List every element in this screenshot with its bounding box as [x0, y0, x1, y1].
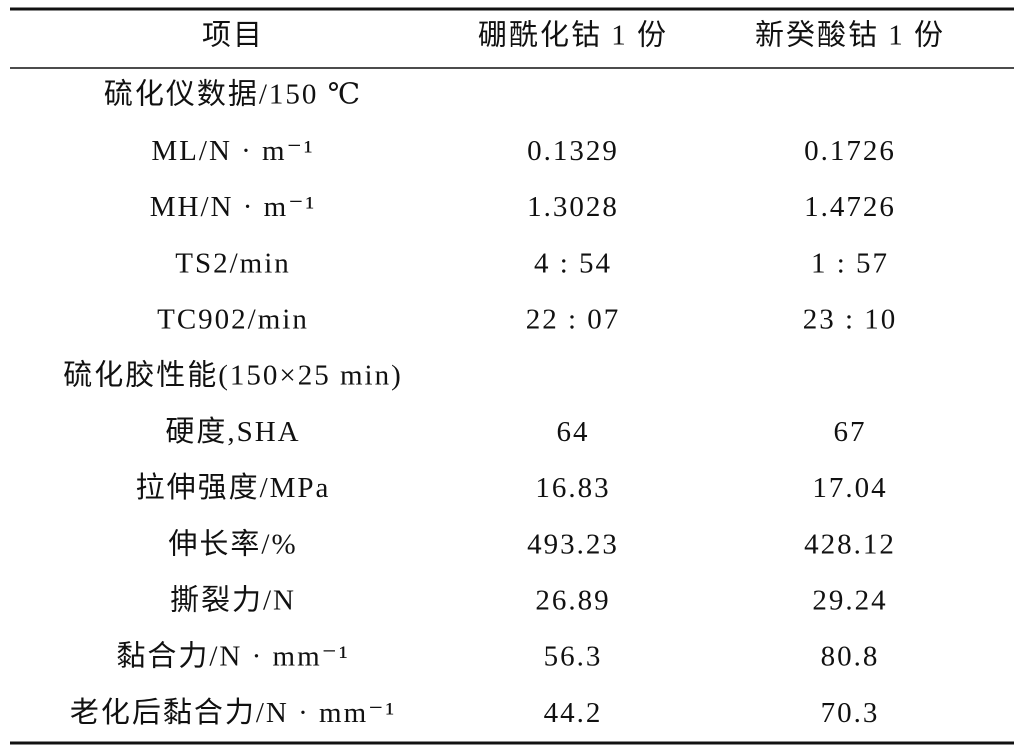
table-cell: 428.12	[804, 528, 896, 560]
table-cell: 16.83	[535, 472, 610, 504]
header-cell: 项目	[202, 20, 264, 52]
table-cell: 17.04	[812, 472, 887, 504]
header-cell: 新癸酸钴 1 份	[755, 19, 945, 52]
table-cell: 0.1726	[804, 135, 896, 167]
table-cell: 4 : 54	[534, 247, 612, 279]
table-cell: 拉伸强度/MPa	[136, 471, 331, 504]
table-cell: 80.8	[821, 641, 880, 673]
table-cell: ML/N · m⁻¹	[151, 135, 314, 167]
table-cell: 1.4726	[804, 191, 896, 223]
table-cell: 1 : 57	[811, 247, 889, 279]
table-cell: 64	[557, 416, 590, 448]
table-cell: 70.3	[821, 697, 880, 729]
section-label: 硫化仪数据/150 ℃	[104, 78, 362, 111]
table-cell: 硬度,SHA	[165, 415, 300, 448]
table-cell: 22 : 07	[526, 303, 621, 335]
table-cell: 老化后黏合力/N · mm⁻¹	[70, 696, 396, 729]
table-cell: 29.24	[812, 584, 887, 616]
table-cell: 伸长率/%	[168, 527, 297, 560]
table-cell: TS2/min	[175, 247, 291, 279]
table-cell: 23 : 10	[803, 303, 898, 335]
table-cell: 26.89	[535, 584, 610, 616]
table-cell: 撕裂力/N	[170, 583, 296, 616]
table-cell: 67	[834, 416, 867, 448]
section-label: 硫化胶性能(150×25 min)	[63, 359, 403, 392]
table-cell: 44.2	[544, 697, 603, 729]
table-cell: 56.3	[544, 641, 603, 673]
table-cell: MH/N · m⁻¹	[150, 191, 316, 223]
table-cell: 0.1329	[527, 135, 619, 167]
table-cell: 493.23	[527, 528, 619, 560]
table-cell: 1.3028	[527, 191, 619, 223]
header-cell: 硼酰化钴 1 份	[478, 19, 668, 52]
table-cell: 黏合力/N · mm⁻¹	[116, 640, 349, 673]
table-cell: TC902/min	[157, 303, 309, 335]
